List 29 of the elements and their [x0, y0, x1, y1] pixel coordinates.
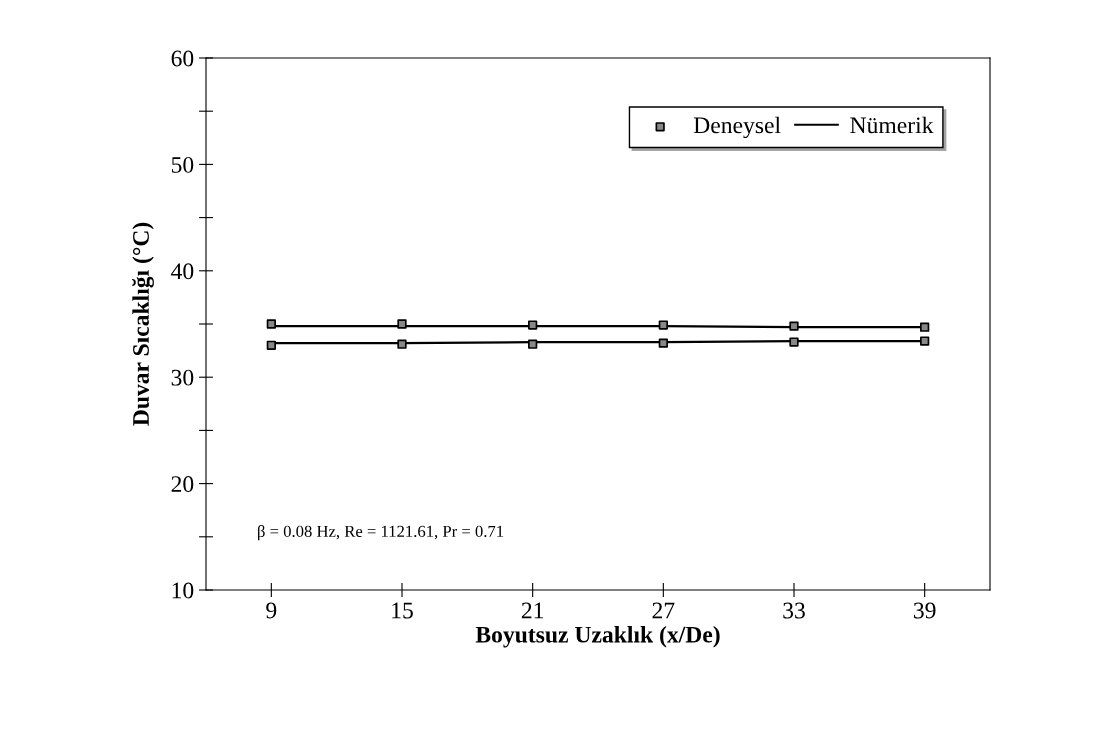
y-axis-title: Duvar Sıcaklığı (°C)	[132, 222, 154, 426]
point	[528, 320, 538, 330]
legend-label: Deneysel	[693, 116, 781, 139]
y-tick-label: 30	[171, 369, 194, 386]
point	[658, 320, 668, 330]
y-tick-label: 40	[171, 263, 194, 280]
x-tick-label: 15	[392, 602, 413, 619]
point	[266, 340, 276, 350]
point	[528, 339, 538, 349]
annotation: β = 0.08 Hz, Re = 1121.61, Pr = 0.71	[258, 525, 504, 541]
point	[920, 322, 930, 332]
point	[397, 319, 407, 329]
point	[397, 339, 407, 349]
legend-label: Nümerik	[850, 116, 934, 134]
point	[266, 319, 276, 329]
x-tick-label: 39	[913, 602, 936, 619]
x-tick-label: 21	[521, 602, 544, 619]
x-tick-label: 27	[652, 602, 675, 619]
point	[658, 338, 668, 348]
y-tick-label: 20	[171, 476, 194, 493]
y-tick-label: 10	[172, 582, 194, 599]
x-tick-label: 9	[266, 602, 277, 619]
x-axis-title: Boyutsuz Uzaklık (x/De)	[475, 626, 720, 648]
point	[789, 321, 799, 331]
y-tick-label: 60	[171, 50, 194, 67]
point	[920, 336, 930, 346]
point	[789, 337, 799, 347]
y-tick-label: 50	[171, 156, 194, 173]
x-tick-label: 33	[783, 602, 805, 619]
